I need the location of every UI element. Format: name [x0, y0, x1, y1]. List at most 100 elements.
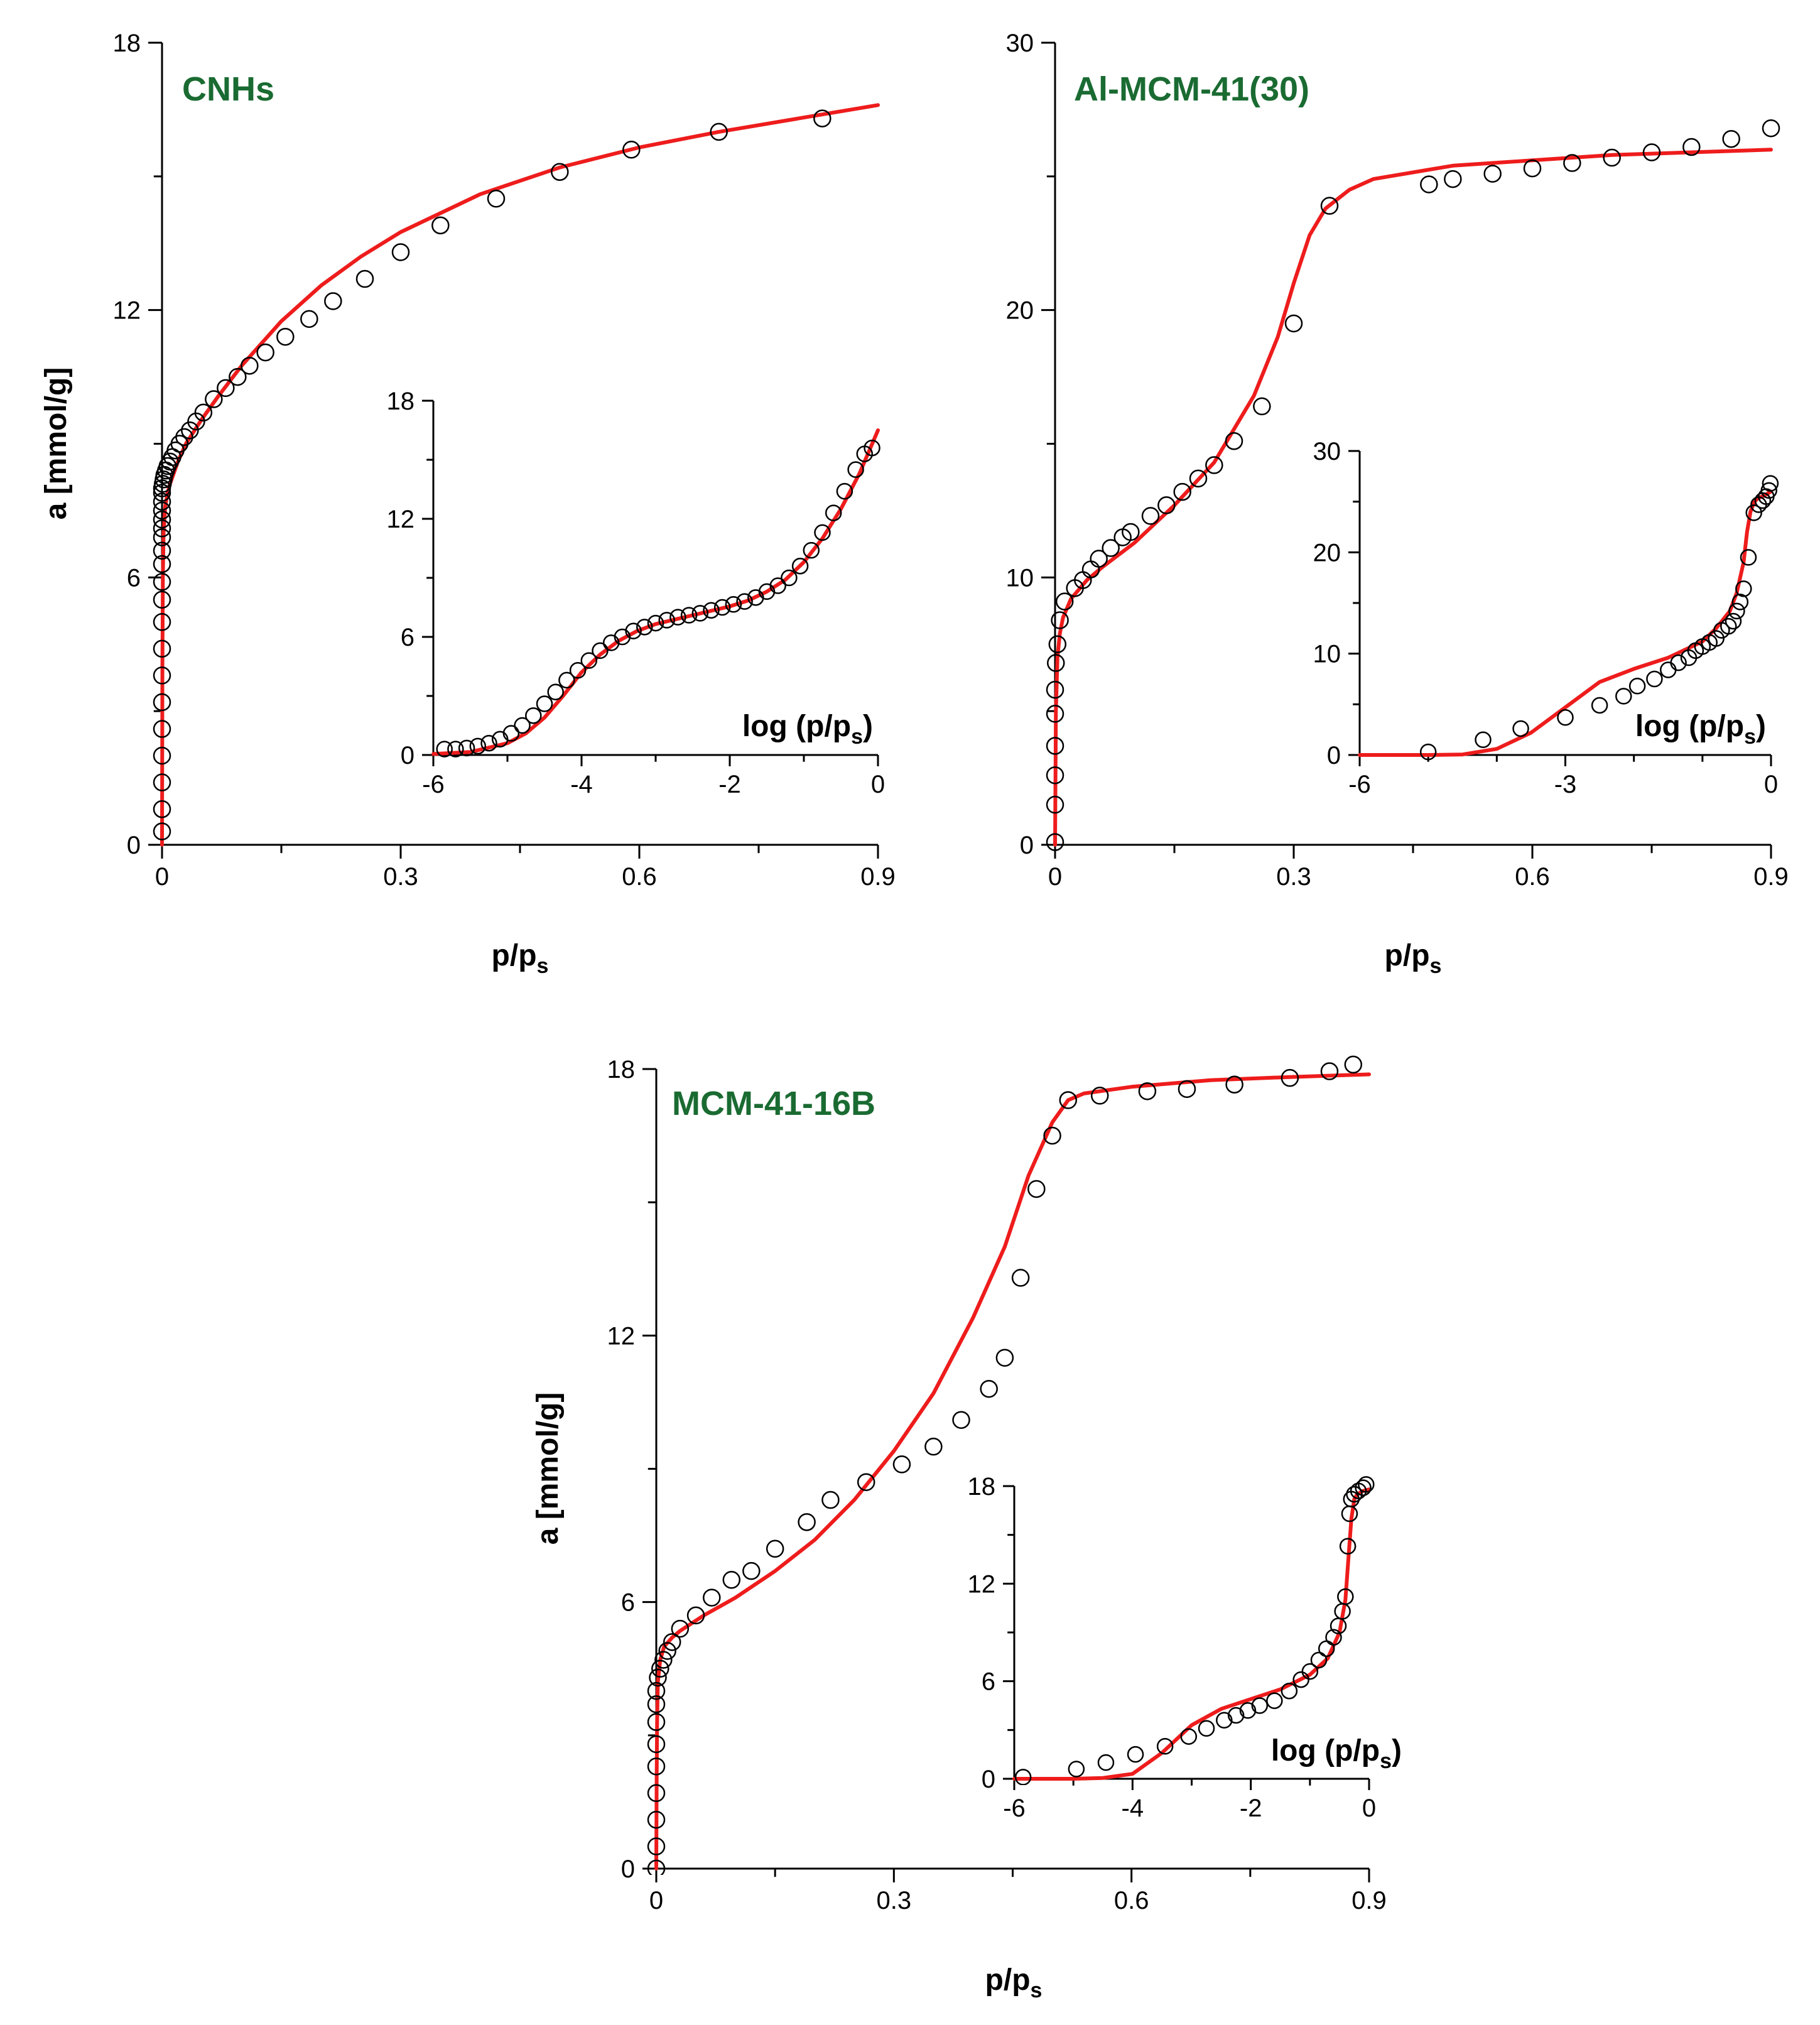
data-point — [1097, 1754, 1115, 1771]
data-point — [1301, 1663, 1319, 1680]
data-point — [580, 652, 598, 669]
fit-line — [1012, 1487, 1371, 1781]
inset-x-axis-title: log (p/ps) — [1635, 710, 1766, 749]
data-point — [153, 528, 171, 546]
inset-chart: -6 -4 -2 0 0 6 12 18 log (p/ps) — [387, 388, 886, 798]
data-point — [742, 1561, 761, 1580]
data-point — [636, 619, 653, 636]
data-point — [1046, 737, 1064, 755]
data-point — [431, 216, 450, 235]
data-point — [592, 642, 609, 660]
data-point — [1344, 1055, 1363, 1074]
data-point — [647, 1859, 666, 1875]
y-tick-label: 6 — [127, 564, 141, 592]
data-point — [1670, 654, 1687, 671]
data-point — [355, 269, 374, 288]
data-point — [1266, 1692, 1283, 1709]
data-point — [161, 452, 179, 471]
data-point — [458, 739, 475, 757]
data-point — [558, 671, 575, 689]
data-point — [153, 822, 171, 840]
inset-x-axis-title-sub: s — [851, 725, 863, 749]
y-tick-label: 6 — [621, 1589, 635, 1617]
inset-x-axis-title: log (p/ps) — [742, 710, 873, 749]
data-point — [276, 327, 295, 346]
y-tick-label: 6 — [982, 1668, 995, 1696]
data-point — [153, 746, 171, 765]
data-point — [1189, 469, 1208, 488]
series-group — [431, 428, 880, 757]
data-point — [825, 504, 842, 521]
y-tick-label: 30 — [1006, 30, 1034, 57]
data-point — [1281, 1682, 1298, 1700]
y-tick-label: 0 — [401, 742, 414, 769]
y-tick-label: 12 — [607, 1322, 636, 1350]
data-point — [654, 1651, 673, 1669]
data-point — [1284, 314, 1303, 333]
inset-chart: -6 -4 -2 0 0 6 12 18 log (p/ps) — [968, 1473, 1402, 1822]
fit-line — [1053, 148, 1773, 847]
data-point — [622, 141, 641, 159]
panel-title: Al-MCM-41(30) — [1074, 70, 1309, 108]
data-point — [798, 1513, 816, 1531]
data-point — [658, 1642, 676, 1660]
data-point — [813, 109, 831, 128]
data-point — [1127, 1745, 1144, 1763]
inset-x-axis-title-close: ) — [1392, 1734, 1402, 1767]
data-point — [725, 596, 742, 613]
data-point — [1483, 165, 1502, 183]
data-point — [1444, 170, 1462, 188]
data-point — [469, 737, 487, 755]
y-tick-label: 0 — [621, 1855, 635, 1883]
data-point — [514, 717, 531, 734]
data-point — [703, 602, 720, 619]
x-tick-label: -3 — [1554, 771, 1577, 798]
data-point — [647, 1757, 666, 1776]
series-group — [153, 103, 880, 847]
data-point — [1419, 743, 1437, 761]
data-point — [1027, 1180, 1046, 1198]
y-tick-label: 18 — [607, 1056, 636, 1083]
data-point — [836, 482, 853, 500]
data-point — [647, 1713, 666, 1731]
data-point — [691, 605, 709, 622]
data-point — [1138, 1082, 1157, 1100]
y-axis-title: a [mmol/g] — [40, 367, 73, 520]
data-point — [158, 457, 177, 475]
x-tick-label: -6 — [422, 771, 445, 798]
inset-x-axis-title-main: log (p/p — [742, 710, 851, 743]
data-point — [1337, 1588, 1354, 1605]
data-point — [175, 428, 193, 447]
x-tick-label: -2 — [1240, 1794, 1262, 1822]
data-point — [658, 612, 675, 629]
panel-title: CNHs — [182, 70, 274, 108]
data-point — [153, 666, 171, 685]
data-point — [1178, 1080, 1196, 1099]
x-tick-label: 0 — [155, 863, 169, 891]
data-point — [153, 693, 171, 712]
data-point — [1043, 1126, 1061, 1145]
data-point — [647, 1810, 666, 1829]
data-point — [153, 501, 171, 520]
x-tick-label: 0 — [871, 771, 885, 798]
x-axis-title-main: p/p — [985, 1963, 1031, 1997]
data-point — [924, 1437, 943, 1456]
data-point — [1055, 592, 1074, 611]
series-group — [647, 1055, 1371, 1875]
x-axis-title: p/ps — [985, 1963, 1043, 2002]
y-tick-label: 0 — [982, 1766, 995, 1793]
x-axis-title: p/ps — [1385, 939, 1442, 978]
data-point — [153, 613, 171, 631]
data-point — [995, 1349, 1014, 1367]
x-tick-label: -2 — [718, 771, 741, 798]
data-point — [1046, 705, 1064, 723]
data-point — [803, 541, 820, 559]
x-tick-label: 0.6 — [1515, 863, 1550, 891]
data-point — [153, 541, 171, 560]
data-point — [1205, 456, 1223, 474]
data-point — [391, 243, 410, 261]
data-point — [1760, 482, 1777, 499]
y-tick-label: 30 — [1313, 438, 1341, 465]
